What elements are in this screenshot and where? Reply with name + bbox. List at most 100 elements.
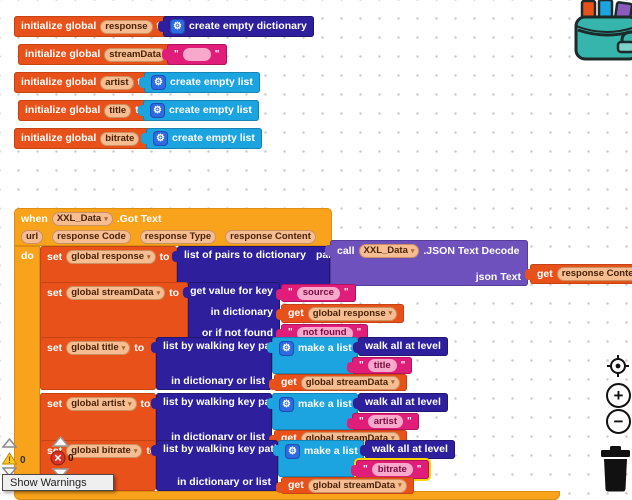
param-response-content[interactable]: response Content xyxy=(225,230,316,244)
create-empty-list-block[interactable]: ⚙ create empty list xyxy=(138,100,259,121)
init-label: initialize global xyxy=(21,20,97,33)
open-quote: " xyxy=(363,463,368,475)
call-json-text-decode-block[interactable]: call XXL_Data ▾ .JSON Text Decode json Te… xyxy=(325,240,528,286)
set-label: set xyxy=(47,341,63,354)
variable-dropdown[interactable]: global response ▾ xyxy=(66,250,156,264)
init-global-response-block[interactable]: initialize global response to xyxy=(14,16,174,37)
recenter-icon[interactable] xyxy=(607,355,629,377)
error-count: 0 xyxy=(68,453,74,464)
param-response-type[interactable]: response Type xyxy=(139,230,217,244)
backpack-icon[interactable] xyxy=(574,0,632,62)
block-label: make a list xyxy=(298,342,352,355)
row-label: list by walking key path xyxy=(163,443,281,455)
show-warnings-button[interactable]: Show Warnings xyxy=(2,474,114,491)
make-a-list-block[interactable]: ⚙ make a list xyxy=(267,337,358,374)
string-field[interactable] xyxy=(182,48,211,61)
param-url[interactable]: url xyxy=(21,230,44,244)
row-label: or if not found xyxy=(201,326,273,339)
error-down-arrow[interactable] xyxy=(52,468,69,479)
zoom-out-button[interactable]: − xyxy=(606,409,631,434)
make-a-list-block[interactable]: ⚙ make a list xyxy=(267,393,358,430)
list-by-walking-key-path-block[interactable]: list by walking key path in dictionary o… xyxy=(151,337,280,390)
get-label: get xyxy=(281,432,297,445)
empty-string-block[interactable]: " " xyxy=(162,44,227,65)
get-global-response-block[interactable]: get global response ▾ xyxy=(275,304,405,323)
string-field[interactable]: bitrate xyxy=(371,463,413,476)
text-bitrate-block-selected[interactable]: " bitrate " xyxy=(351,460,429,479)
row-label: in dictionary or list xyxy=(177,475,271,488)
mutator-gear-icon[interactable]: ⚙ xyxy=(279,341,294,356)
mutator-gear-icon[interactable]: ⚙ xyxy=(150,103,165,118)
var-name-field[interactable]: title xyxy=(104,103,132,118)
text-title-block[interactable]: " title " xyxy=(346,357,413,374)
chevron-down-icon: ▾ xyxy=(133,447,138,455)
mutator-gear-icon[interactable]: ⚙ xyxy=(285,444,300,459)
mutator-gear-icon[interactable]: ⚙ xyxy=(170,19,185,34)
close-quote: " xyxy=(406,415,412,427)
string-field[interactable]: artist xyxy=(367,415,403,428)
warning-up-arrow[interactable] xyxy=(2,438,17,448)
walk-all-at-level-block[interactable]: walk all at level xyxy=(353,393,448,412)
walk-all-at-level-block[interactable]: walk all at level xyxy=(353,337,448,356)
block-label: list of pairs to dictionary xyxy=(184,249,306,261)
param-response-code[interactable]: response Code xyxy=(52,230,131,244)
get-global-streamdata-block[interactable]: get global streamData ▾ xyxy=(269,374,407,391)
when-got-text-block[interactable]: when XXL_Data ▾ .Got Text url response Co… xyxy=(14,208,332,246)
get-label: get xyxy=(281,376,297,389)
text-artist-block[interactable]: " artist " xyxy=(347,413,419,430)
error-circle-icon: ✕ xyxy=(50,450,66,466)
trash-icon[interactable] xyxy=(599,446,632,492)
component-dropdown[interactable]: XXL_Data ▾ xyxy=(358,244,420,258)
var-name-field[interactable]: response xyxy=(100,19,153,34)
walk-all-at-level-block[interactable]: walk all at level xyxy=(360,440,455,459)
var-name-field[interactable]: artist xyxy=(100,75,134,90)
component-dropdown[interactable]: XXL_Data ▾ xyxy=(51,212,113,226)
mutator-gear-icon[interactable]: ⚙ xyxy=(279,397,294,412)
string-field[interactable]: not found xyxy=(296,326,353,340)
variable-dropdown[interactable]: response Content xyxy=(556,267,632,281)
block-label: walk all at level xyxy=(372,443,448,456)
get-response-content-block[interactable]: get response Content xyxy=(525,264,632,284)
close-quote: " xyxy=(214,48,220,60)
set-global-title-block[interactable]: set global title ▾ to xyxy=(40,337,156,390)
mutator-gear-icon[interactable]: ⚙ xyxy=(153,131,168,146)
init-global-artist-block[interactable]: initialize global artist to xyxy=(14,72,155,93)
variable-dropdown[interactable]: global streamData ▾ xyxy=(66,286,166,300)
variable-dropdown[interactable]: global artist ▾ xyxy=(66,397,137,411)
mutator-gear-icon[interactable]: ⚙ xyxy=(151,75,166,90)
zoom-in-button[interactable]: + xyxy=(606,383,631,408)
block-label: walk all at level xyxy=(365,396,441,409)
variable-dropdown[interactable]: global bitrate ▾ xyxy=(66,444,143,458)
text-source-block[interactable]: " source " xyxy=(276,284,356,302)
close-quote: " xyxy=(356,327,362,338)
variable-dropdown[interactable]: global streamData ▾ xyxy=(307,478,407,493)
get-global-streamdata-block[interactable]: get global streamData ▾ xyxy=(276,477,414,494)
chevron-down-icon: ▾ xyxy=(391,379,395,386)
init-label: initialize global xyxy=(21,76,97,89)
variable-dropdown[interactable]: global response ▾ xyxy=(307,306,398,321)
init-global-bitrate-block[interactable]: initialize global bitrate to xyxy=(14,128,161,149)
list-by-walking-key-path-block[interactable]: list by walking key path in dictionary o… xyxy=(151,440,281,491)
warning-down-arrow[interactable] xyxy=(2,467,17,477)
error-up-arrow[interactable] xyxy=(52,436,69,447)
variable-dropdown[interactable]: global title ▾ xyxy=(66,341,131,355)
make-a-list-block[interactable]: ⚙ make a list xyxy=(273,440,364,477)
method-label: .JSON Text Decode xyxy=(423,244,520,257)
var-name-field[interactable]: bitrate xyxy=(100,131,140,146)
create-empty-dictionary-block[interactable]: ⚙ create empty dictionary xyxy=(158,16,314,37)
init-global-title-block[interactable]: initialize global title to xyxy=(18,100,153,121)
chevron-down-icon: ▾ xyxy=(128,400,132,408)
list-by-walking-key-path-block[interactable]: list by walking key path in dictionary o… xyxy=(151,393,280,446)
string-field[interactable]: source xyxy=(296,286,340,300)
set-global-artist-block[interactable]: set global artist ▾ to xyxy=(40,393,156,446)
get-value-for-key-block[interactable]: get value for key in dictionary or if no… xyxy=(183,282,280,342)
set-global-streamdata-block[interactable]: set global streamData ▾ to xyxy=(40,282,188,343)
block-label: create empty list xyxy=(172,132,255,145)
var-name-field[interactable]: streamData xyxy=(104,47,167,62)
create-empty-list-block[interactable]: ⚙ create empty list xyxy=(141,128,262,149)
variable-dropdown[interactable]: global streamData ▾ xyxy=(300,375,400,390)
string-field[interactable]: title xyxy=(367,359,397,372)
chevron-down-icon: ▾ xyxy=(388,310,393,317)
create-empty-list-block[interactable]: ⚙ create empty list xyxy=(139,72,260,93)
